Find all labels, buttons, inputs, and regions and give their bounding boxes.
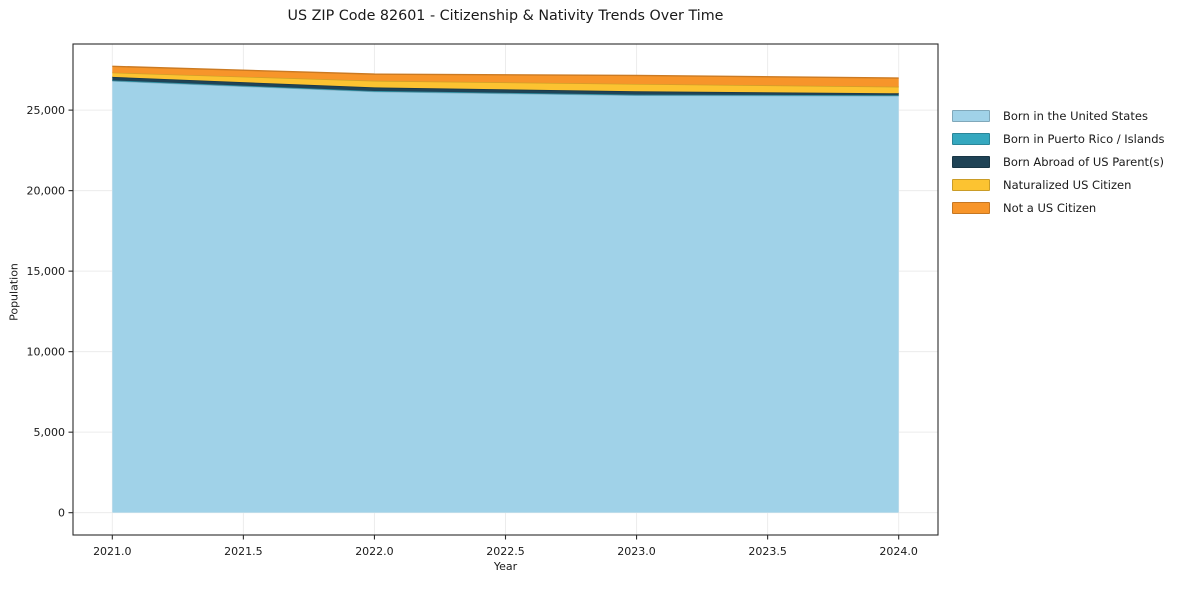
x-tick-label: 2021.0 bbox=[93, 545, 132, 558]
legend-label: Naturalized US Citizen bbox=[1003, 177, 1132, 192]
y-tick-label: 10,000 bbox=[27, 346, 66, 359]
legend-item: Naturalized US Citizen bbox=[952, 173, 1165, 196]
area-edge bbox=[112, 65, 899, 79]
x-tick-label: 2022.0 bbox=[355, 545, 394, 558]
y-tick-label: 5,000 bbox=[34, 426, 66, 439]
legend-label: Born in the United States bbox=[1003, 109, 1148, 124]
area-not-a-us-citizen bbox=[112, 66, 899, 87]
legend-item: Born in the United States bbox=[952, 105, 1165, 128]
y-tick-label: 0 bbox=[58, 507, 65, 520]
legend-label: Not a US Citizen bbox=[1003, 200, 1097, 215]
x-axis-label: Year bbox=[493, 560, 518, 573]
legend: Born in the United States Born in Puerto … bbox=[952, 105, 1165, 219]
legend-item: Not a US Citizen bbox=[952, 196, 1165, 219]
x-tick-label: 2021.5 bbox=[224, 545, 263, 558]
legend-item: Born Abroad of US Parent(s) bbox=[952, 151, 1165, 174]
legend-swatch bbox=[952, 178, 990, 191]
legend-item: Born in Puerto Rico / Islands bbox=[952, 128, 1165, 151]
y-axis-label: Population bbox=[7, 263, 21, 321]
x-tick-label: 2022.5 bbox=[486, 545, 525, 558]
legend-swatch bbox=[952, 155, 990, 168]
legend-swatch bbox=[952, 133, 990, 146]
legend-swatch bbox=[952, 110, 990, 123]
y-tick-label: 25,000 bbox=[27, 104, 66, 117]
x-tick-label: 2024.0 bbox=[879, 545, 918, 558]
legend-label: Born in Puerto Rico / Islands bbox=[1003, 132, 1165, 147]
y-tick-label: 15,000 bbox=[27, 265, 66, 278]
legend-swatch bbox=[952, 201, 990, 214]
chart-title: US ZIP Code 82601 - Citizenship & Nativi… bbox=[287, 8, 724, 24]
legend-label: Born Abroad of US Parent(s) bbox=[1003, 154, 1164, 169]
x-tick-label: 2023.5 bbox=[748, 545, 787, 558]
area-born-in-the-united-states bbox=[112, 80, 899, 513]
area-born-abroad-of-us-parent-s- bbox=[112, 76, 899, 96]
y-tick-label: 20,000 bbox=[27, 185, 66, 198]
x-tick-label: 2023.0 bbox=[617, 545, 656, 558]
